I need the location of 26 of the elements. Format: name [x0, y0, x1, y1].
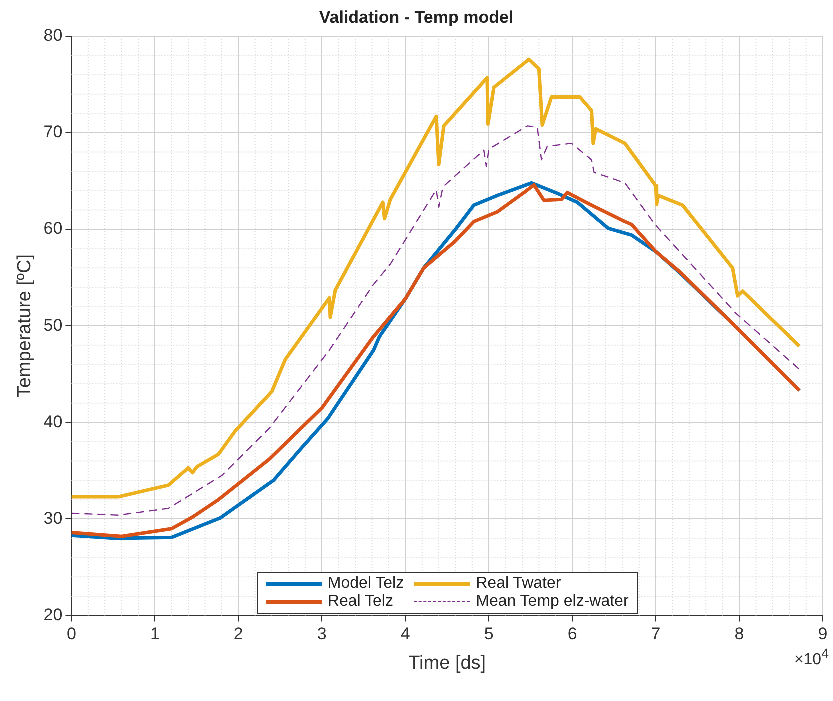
legend-label: Model Telz — [328, 574, 404, 593]
x-tick-label: 1 — [150, 624, 160, 644]
y-axis-title: Temperature [ºC] — [14, 254, 36, 398]
y-tick-label: 30 — [44, 508, 63, 528]
legend-label: Real Twater — [476, 574, 562, 593]
chart-title: Validation - Temp model — [319, 8, 514, 27]
x-axis-title: Time [ds] — [408, 652, 486, 674]
y-tick-label: 60 — [44, 219, 63, 238]
y-tick-label: 50 — [44, 316, 63, 335]
y-tick-label: 40 — [44, 412, 63, 432]
y-tick-label: 80 — [44, 26, 63, 46]
x-tick-label: 9 — [818, 624, 828, 644]
x-tick-label: 7 — [651, 624, 661, 644]
y-tick-label: 70 — [44, 122, 63, 142]
x-tick-label: 5 — [484, 624, 494, 644]
legend-label: Real Telz — [328, 592, 394, 611]
x-tick-label: 4 — [400, 624, 410, 644]
x-tick-label: 0 — [66, 624, 76, 644]
text: ×10$^{4}$ — [794, 646, 829, 670]
legend-label: Mean Temp elz-water — [476, 592, 629, 611]
x-tick-label: 6 — [568, 624, 578, 644]
x-tick-label: 8 — [734, 624, 744, 644]
x-tick-label: 3 — [317, 624, 327, 644]
x-tick-label: 2 — [234, 624, 244, 644]
y-tick-label: 20 — [44, 605, 63, 624]
line-series — [72, 126, 800, 516]
